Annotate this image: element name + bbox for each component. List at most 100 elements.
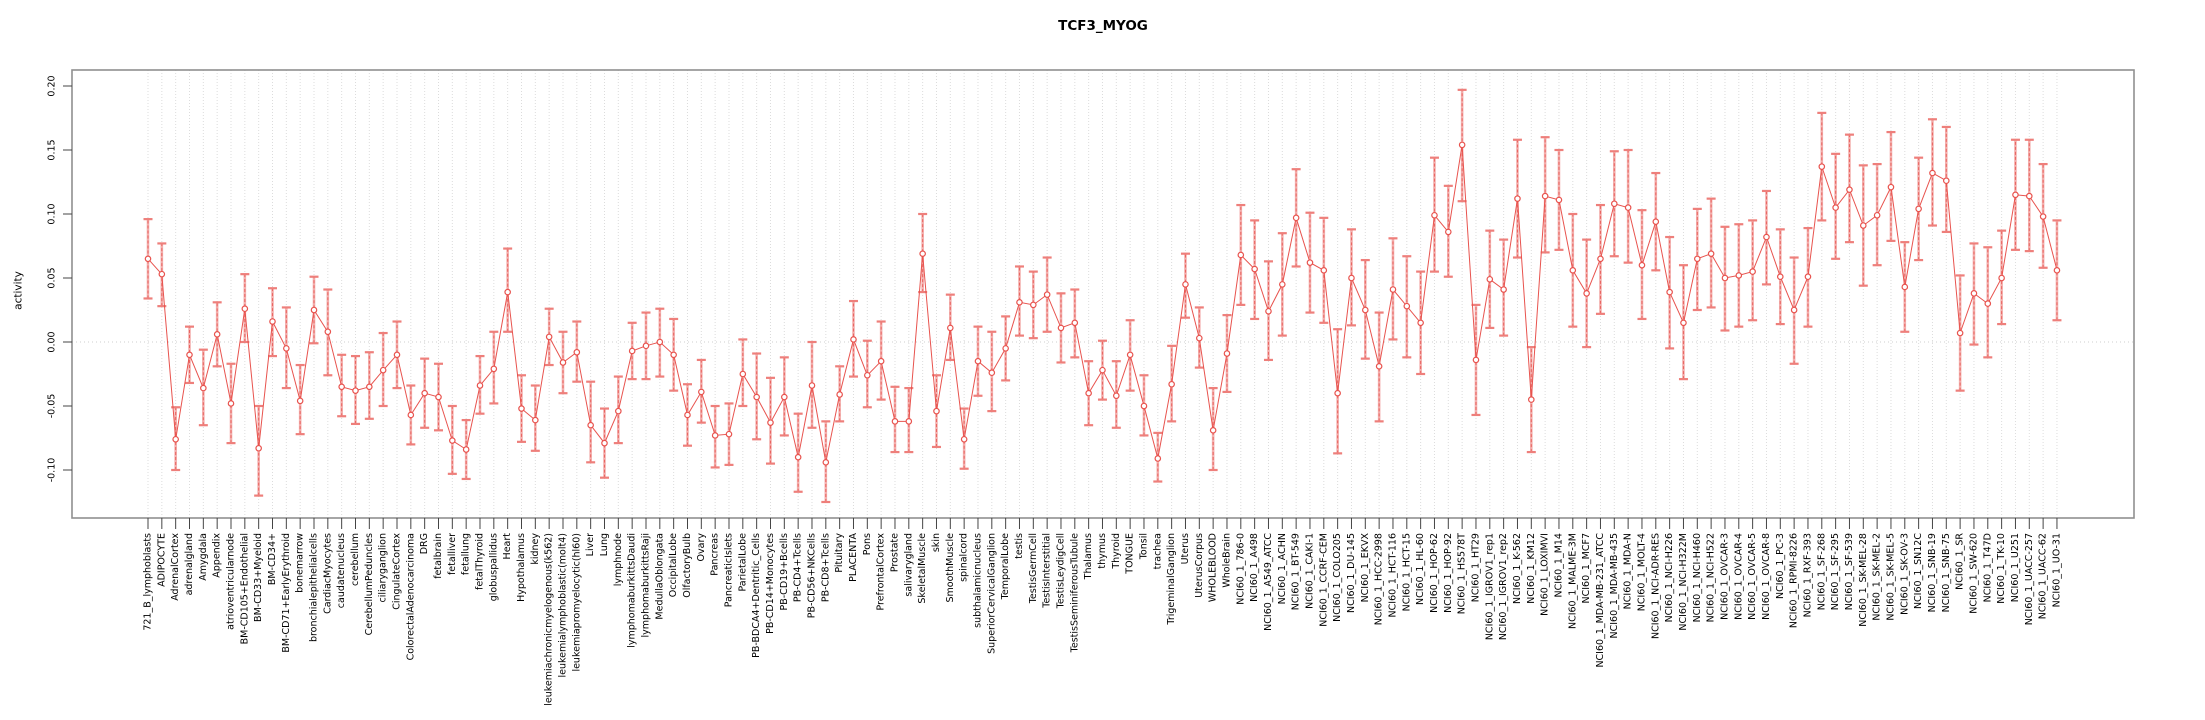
data-point [933, 407, 940, 415]
data-point [296, 397, 304, 405]
x-tick-label: Hypothalamus [516, 533, 527, 602]
data-point [449, 437, 456, 444]
x-tick-label: SuperiorCervicalGanglion [986, 533, 997, 654]
x-tick-label: NCI60_1_U251 [2010, 533, 2021, 602]
data-point [407, 411, 415, 419]
data-point [1458, 141, 1466, 149]
data-point [1348, 274, 1355, 282]
data-point [269, 318, 276, 325]
data-point [767, 419, 774, 426]
data-point [559, 359, 567, 366]
data-point [781, 393, 788, 401]
data-point [1569, 267, 1577, 274]
x-tick-label: BM-CD34+ [267, 533, 278, 585]
data-point [310, 306, 318, 314]
data-point [144, 255, 152, 263]
data-point [1016, 299, 1023, 306]
x-tick-label: ParietalLobe [737, 533, 748, 592]
data-point [1417, 319, 1424, 327]
data-point [366, 383, 373, 391]
x-tick-label: NCI60_1_SK-MEL-28 [1858, 533, 1869, 627]
data-point [1168, 380, 1175, 388]
x-tick-label: NCI60_1_CAKI-1 [1304, 533, 1315, 609]
data-point [1182, 281, 1189, 288]
y-tick-label: 0.10 [47, 203, 58, 224]
data-point [1500, 286, 1507, 293]
data-point [532, 416, 539, 424]
data-point [1873, 211, 1881, 219]
x-tick-label: NCI60_1_SF-268 [1816, 533, 1827, 610]
data-point [1196, 334, 1203, 342]
x-tick-label: fetalThyroid [474, 533, 485, 590]
data-point [283, 345, 290, 352]
x-tick-label: spinalcord [959, 533, 970, 582]
x-tick-label: NCI60_1_OVCAR-3 [1719, 533, 1730, 620]
x-tick-label: fetalbrain [433, 533, 444, 579]
data-point [1320, 267, 1328, 274]
data-point [615, 407, 622, 415]
x-tick-label: BM-CD71+EarlyErythroid [281, 533, 292, 653]
x-tick-label: PB-CD19+Bcells [779, 533, 790, 611]
x-tick-label: NCI60_1_SR [1955, 533, 1966, 590]
data-point [1638, 261, 1646, 269]
x-tick-label: leukemialymphoblastic(molt4) [557, 533, 568, 678]
data-point [241, 305, 249, 313]
data-point [1666, 288, 1673, 296]
x-tick-label: kidney [530, 533, 541, 565]
data-point [1832, 204, 1839, 211]
data-point [1431, 211, 1438, 219]
data-point [1804, 273, 1812, 281]
x-tick-label: NCI60_1_OVCAR-4 [1733, 533, 1744, 620]
data-point [587, 421, 594, 429]
x-tick-label: NCI60_1_SF-295 [1830, 533, 1841, 610]
x-tick-label: TestisInterstitial [1042, 533, 1053, 609]
x-tick-label: Thyroid [1111, 533, 1122, 570]
data-point [794, 453, 802, 461]
x-tick-label: lymphomaburkittsRaji [640, 533, 651, 637]
data-point [670, 351, 677, 359]
x-tick-label: lymphnode [613, 533, 624, 586]
data-point [1279, 281, 1286, 288]
x-tick-label: NCI60_1_TK-10 [1996, 533, 2007, 604]
data-point [1528, 396, 1535, 403]
x-tick-label: UterusCorpus [1194, 533, 1205, 598]
x-tick-label: globuspallidus [488, 533, 499, 601]
data-point [1472, 356, 1480, 364]
x-tick-label: AdrenalCortex [170, 533, 181, 601]
data-point [338, 383, 345, 391]
x-tick-label: NCI60_1_PC-3 [1775, 533, 1786, 599]
x-tick-label: NCI60_1_K-562 [1512, 533, 1523, 604]
data-point [476, 382, 484, 389]
data-point [1956, 329, 1964, 337]
data-point [158, 270, 166, 278]
data-point [1998, 274, 2005, 282]
data-point [988, 369, 996, 377]
x-tick-label: adrenalgland [184, 533, 195, 595]
data-point [1818, 163, 1826, 170]
data-point [753, 393, 760, 401]
data-point [1790, 306, 1798, 314]
y-axis: 0.20 0.15 0.10 0.05 0.00 -0.05 -0.10 [47, 75, 72, 482]
data-point [1113, 392, 1120, 400]
data-point [1929, 169, 1936, 177]
x-tick-label: PancreaticIslets [723, 533, 734, 607]
x-tick-label: BM-CD33+Myeloid [253, 533, 264, 622]
x-tick-label: leukemiachronicmyelogenous(k562) [544, 533, 555, 706]
data-point [877, 357, 885, 365]
data-point [1251, 265, 1258, 273]
x-tick-label: NCI60_1_HCC-2998 [1374, 533, 1385, 625]
x-tick-label: Pons [862, 533, 873, 555]
x-tick-label: NCI60_1_HS578T [1457, 533, 1468, 614]
data-point [504, 288, 511, 296]
data-point [974, 357, 982, 365]
chart-title: TCF3_MYOG [1058, 18, 1148, 34]
x-tick-label: NCI60_1_IGROV1_rep2 [1498, 533, 1509, 640]
x-tick-label: NCI60_1_MDA-N [1623, 533, 1634, 609]
x-tick-label: NCI60_1_SK-MEL-2 [1872, 533, 1883, 621]
x-tick-label: OlfactoryBulb [682, 533, 693, 598]
x-tick-label: PB-BDCA4+Dentritic_Cells [751, 533, 762, 658]
x-tick-label: NCI60_1_HCT-15 [1401, 533, 1412, 611]
x-tick-label: NCI60_1_OVCAR-8 [1761, 533, 1772, 620]
data-point [1154, 455, 1162, 462]
